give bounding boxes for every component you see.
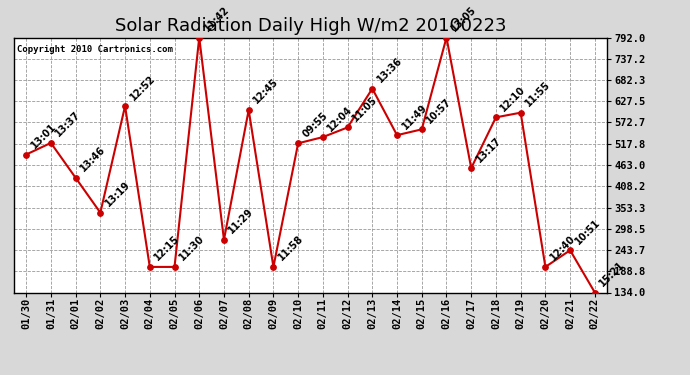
Point — [540, 264, 551, 270]
Point — [342, 124, 353, 130]
Point — [268, 264, 279, 270]
Text: 13:37: 13:37 — [54, 110, 83, 139]
Text: 12:52: 12:52 — [128, 73, 157, 102]
Text: 11:29: 11:29 — [227, 207, 256, 236]
Text: 10:57: 10:57 — [424, 96, 453, 125]
Text: 13:05: 13:05 — [449, 4, 478, 33]
Title: Solar Radiation Daily High W/m2 20100223: Solar Radiation Daily High W/m2 20100223 — [115, 16, 506, 34]
Text: 15:21: 15:21 — [598, 260, 627, 288]
Point — [391, 132, 402, 138]
Text: 13:17: 13:17 — [474, 135, 503, 164]
Point — [491, 114, 502, 120]
Text: 11:42: 11:42 — [202, 4, 231, 33]
Text: 13:46: 13:46 — [79, 145, 108, 174]
Point — [95, 210, 106, 216]
Point — [46, 140, 57, 146]
Point — [466, 165, 477, 171]
Text: 13:36: 13:36 — [375, 56, 404, 84]
Text: 12:40: 12:40 — [548, 234, 577, 263]
Point — [367, 86, 378, 92]
Point — [70, 175, 81, 181]
Text: 11:05: 11:05 — [351, 94, 380, 123]
Point — [144, 264, 155, 270]
Text: 09:55: 09:55 — [301, 110, 330, 139]
Text: 12:45: 12:45 — [251, 77, 280, 106]
Point — [243, 107, 254, 113]
Text: 12:15: 12:15 — [152, 234, 181, 263]
Text: 11:58: 11:58 — [276, 234, 305, 263]
Text: 11:30: 11:30 — [177, 234, 206, 263]
Point — [219, 237, 230, 243]
Text: 11:55: 11:55 — [524, 80, 553, 108]
Text: Copyright 2010 Cartronics.com: Copyright 2010 Cartronics.com — [17, 45, 172, 54]
Text: 13:01: 13:01 — [29, 122, 58, 150]
Point — [564, 247, 575, 253]
Text: 12:10: 12:10 — [499, 84, 528, 113]
Text: 13:19: 13:19 — [103, 180, 132, 209]
Point — [317, 134, 328, 140]
Point — [169, 264, 180, 270]
Point — [441, 34, 452, 40]
Point — [416, 126, 427, 132]
Text: 12:04: 12:04 — [326, 104, 355, 133]
Text: 10:51: 10:51 — [573, 217, 602, 246]
Point — [119, 103, 130, 109]
Point — [194, 34, 205, 40]
Point — [293, 140, 304, 146]
Point — [589, 290, 600, 296]
Point — [515, 110, 526, 116]
Text: 11:49: 11:49 — [400, 102, 428, 131]
Point — [21, 152, 32, 157]
